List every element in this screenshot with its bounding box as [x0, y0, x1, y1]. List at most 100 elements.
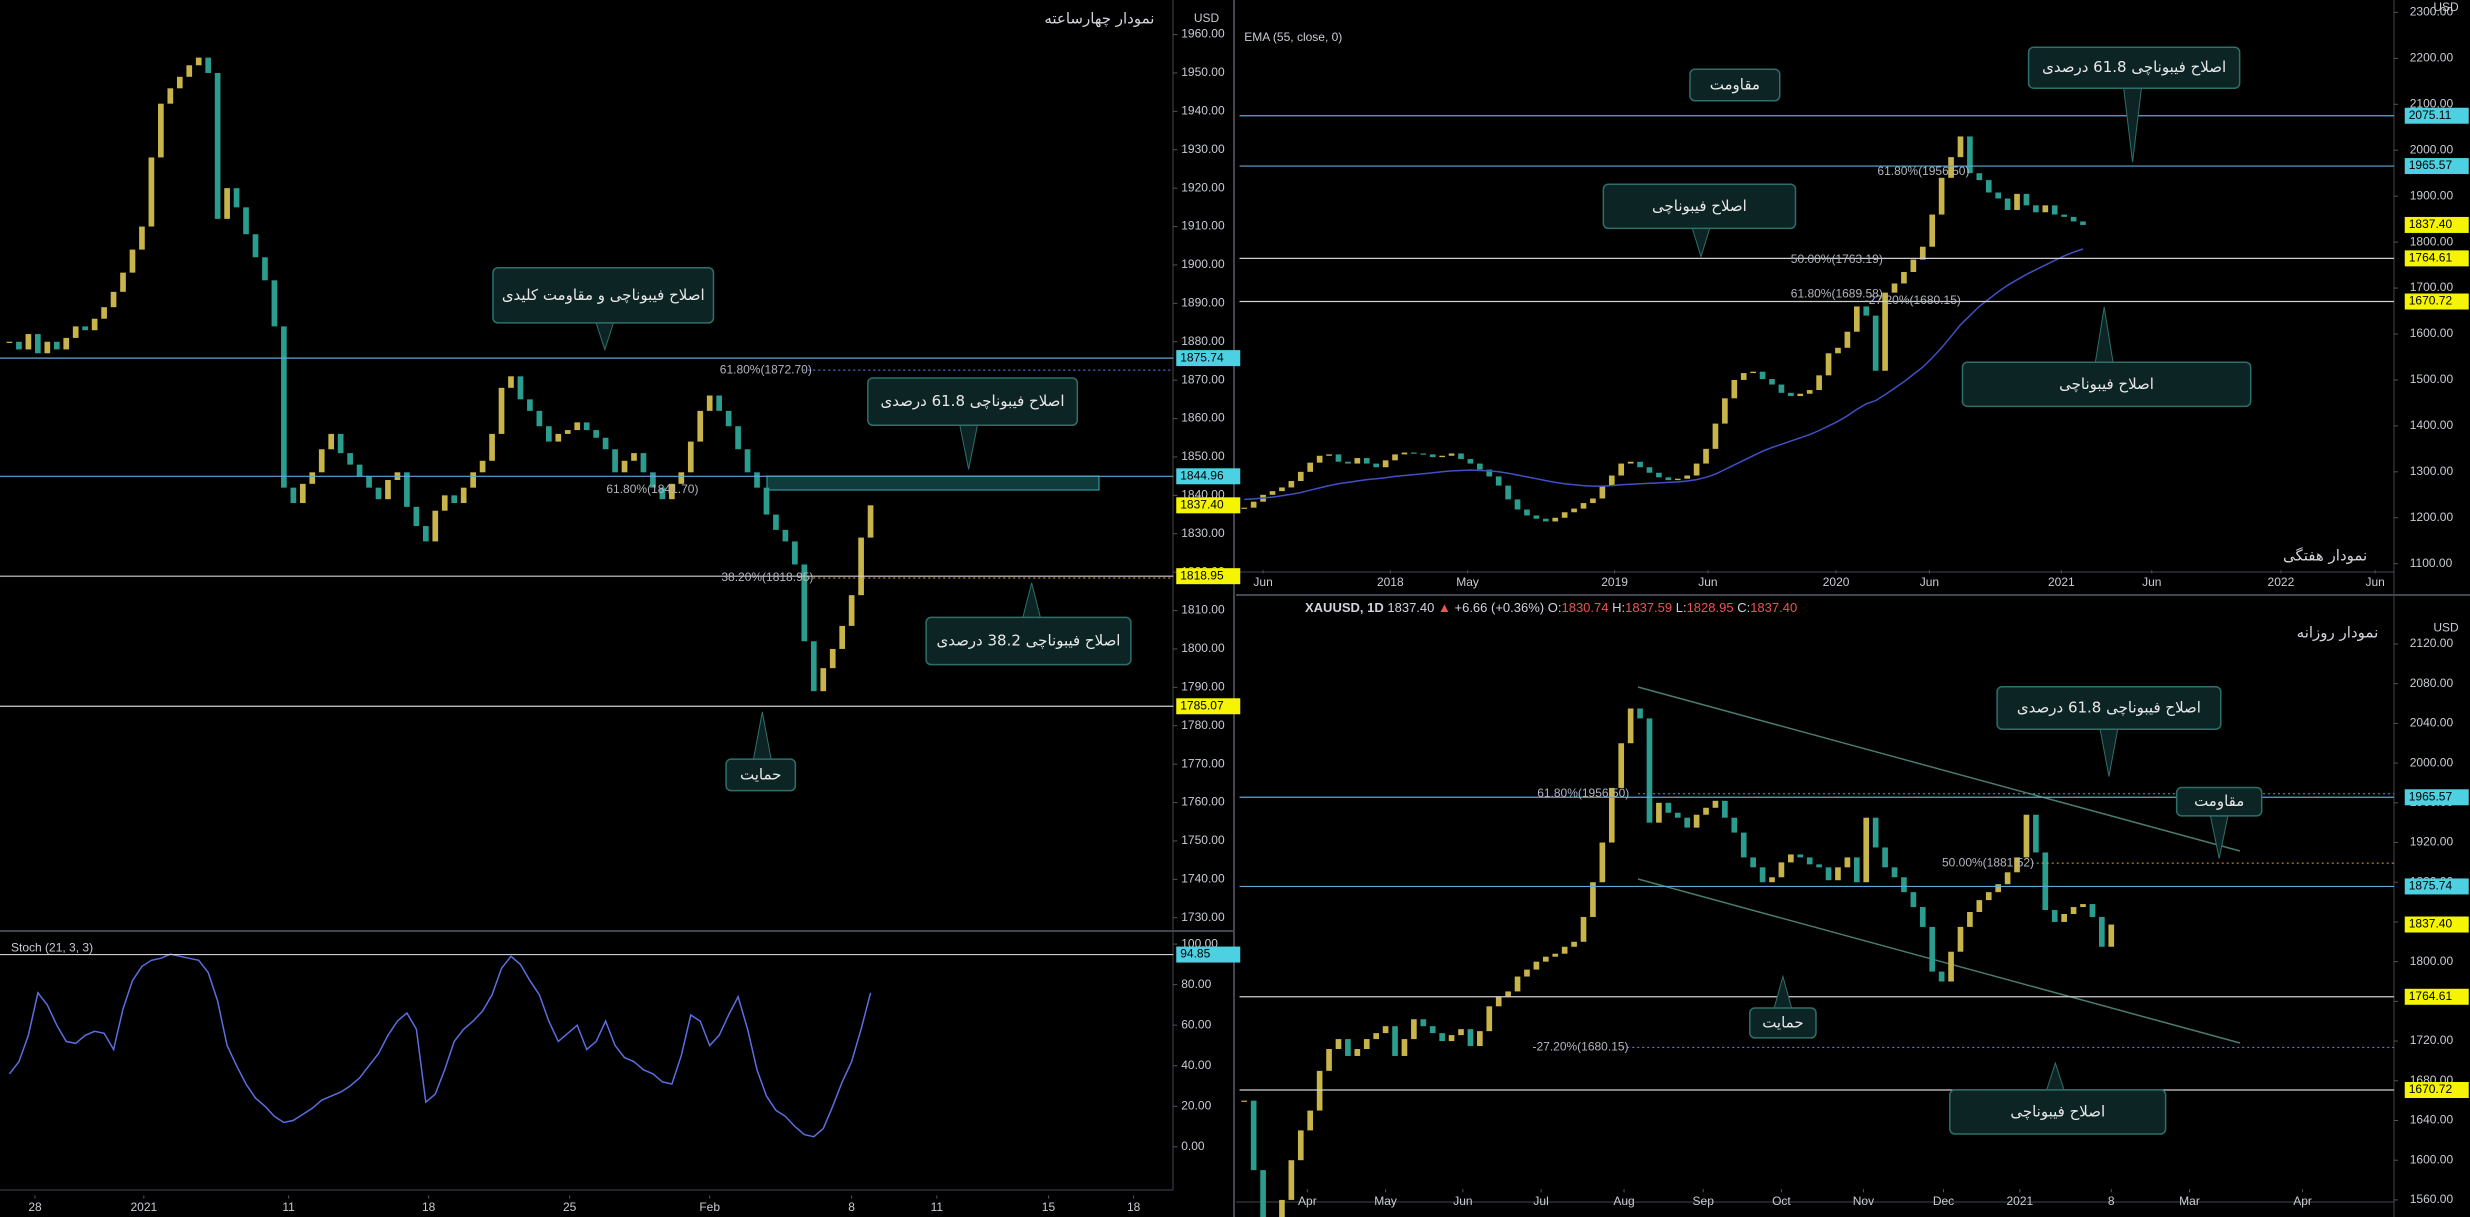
candle: [2080, 221, 2086, 225]
candle: [262, 257, 268, 281]
x-tick-label: 2019: [1601, 575, 1628, 589]
candle: [25, 334, 32, 350]
candle: [1599, 842, 1606, 883]
candle: [839, 625, 846, 649]
candle: [1835, 347, 1841, 354]
candle: [1250, 1100, 1257, 1171]
title: نمودار روزانه: [2297, 624, 2379, 642]
y-tick-label: 40.00: [1181, 1058, 1211, 1072]
high: 1837.59: [1625, 600, 1672, 615]
candle: [2089, 904, 2096, 917]
x-tick-label: Apr: [2293, 1194, 2312, 1208]
candle: [1618, 463, 1625, 476]
candle: [1740, 832, 1747, 858]
candle: [1552, 517, 1559, 522]
candle: [1439, 455, 1445, 458]
annotation-text: اصلاح فیبوناچی: [2059, 375, 2154, 393]
annotation-text: مقاومت: [1710, 76, 1760, 94]
ema-line: [1244, 248, 2084, 501]
candle: [1552, 953, 1559, 957]
fib-label: 61.80%(1689.58): [1791, 287, 1883, 301]
candle: [1439, 1033, 1445, 1042]
x-tick-label: 8: [2108, 1194, 2115, 1208]
candle: [1241, 507, 1248, 509]
candle: [1495, 996, 1502, 1007]
candle: [1279, 1199, 1285, 1217]
candle: [120, 272, 126, 292]
annotation-text: اصلاح فیبوناچی 38.2 درصدی: [936, 632, 1120, 650]
level-label: 1875.74: [2409, 879, 2453, 893]
candle: [1806, 857, 1813, 865]
level-label: 1670.72: [2409, 1082, 2453, 1096]
annotation-text: حمایت: [740, 765, 781, 783]
candle: [1750, 857, 1756, 868]
candle: [432, 510, 439, 542]
candle: [347, 453, 353, 465]
candle: [1580, 503, 1587, 509]
candle: [1901, 271, 1907, 284]
level-label: 1965.57: [2409, 158, 2453, 172]
candle: [725, 410, 732, 427]
candle: [1882, 847, 1888, 868]
level-label-box: [2404, 250, 2469, 267]
level-label: 94.85: [1180, 947, 1210, 961]
candle: [1684, 475, 1691, 479]
candle: [1279, 487, 1285, 492]
candle: [1608, 787, 1615, 843]
level-label: 1785.07: [1180, 698, 1224, 712]
x-tick-label: May: [1374, 1194, 1397, 1208]
candle: [1835, 867, 1841, 881]
level-label-box: [2404, 158, 2469, 175]
candle: [1863, 306, 1870, 316]
y-tick-label: 1900.00: [2410, 188, 2454, 202]
candle: [1740, 373, 1747, 380]
candle: [2080, 904, 2086, 908]
candle: [281, 326, 287, 488]
candle: [848, 595, 855, 626]
y-tick-label: 1770.00: [1181, 756, 1225, 770]
candle: [1957, 926, 1964, 952]
symbol: XAUUSD, 1D: [1305, 600, 1384, 615]
candle: [460, 487, 467, 504]
ema-name: EMA (55, close, 0): [1244, 30, 1342, 44]
candle: [1637, 708, 1643, 719]
x-tick-label: Sep: [1693, 1194, 1715, 1208]
x-tick-label: Jun: [1453, 1194, 1472, 1208]
candle: [517, 376, 524, 400]
candle: [1684, 817, 1691, 828]
x-tick-label: 15: [1042, 1200, 1056, 1214]
candle: [318, 449, 325, 473]
candle: [1524, 509, 1530, 516]
candle: [1533, 961, 1540, 970]
candle: [224, 188, 230, 219]
x-tick-label: Jun: [1253, 575, 1272, 589]
candle: [744, 449, 751, 473]
candle: [1354, 458, 1361, 464]
candle: [1863, 817, 1870, 883]
x-tick-label: Aug: [1613, 1194, 1634, 1208]
fib-label: 50.00%(1881.52): [1942, 855, 2034, 869]
candle: [1345, 1039, 1351, 1056]
y-tick-label: 2200.00: [2410, 51, 2454, 65]
candle: [1401, 452, 1408, 455]
candle: [867, 505, 874, 538]
candle: [413, 506, 420, 527]
candle: [2051, 205, 2058, 215]
level-label: 1670.72: [2409, 294, 2453, 308]
candle: [1844, 857, 1851, 868]
annotation-box: [1961, 361, 2252, 408]
y-tick-label: 1560.00: [2410, 1192, 2454, 1206]
candle: [650, 472, 656, 488]
candle: [1505, 991, 1511, 997]
candle: [621, 460, 628, 473]
low: 1828.95: [1687, 600, 1734, 615]
x-tick-label: 18: [1127, 1200, 1141, 1214]
candle: [404, 472, 410, 507]
candle: [1411, 452, 1417, 454]
candle: [1919, 246, 1926, 260]
indicator-line: [8, 953, 872, 1138]
level-label-box: [1176, 568, 1241, 585]
level-label-box: [2404, 216, 2469, 233]
candle: [555, 433, 562, 442]
candle: [659, 487, 666, 500]
